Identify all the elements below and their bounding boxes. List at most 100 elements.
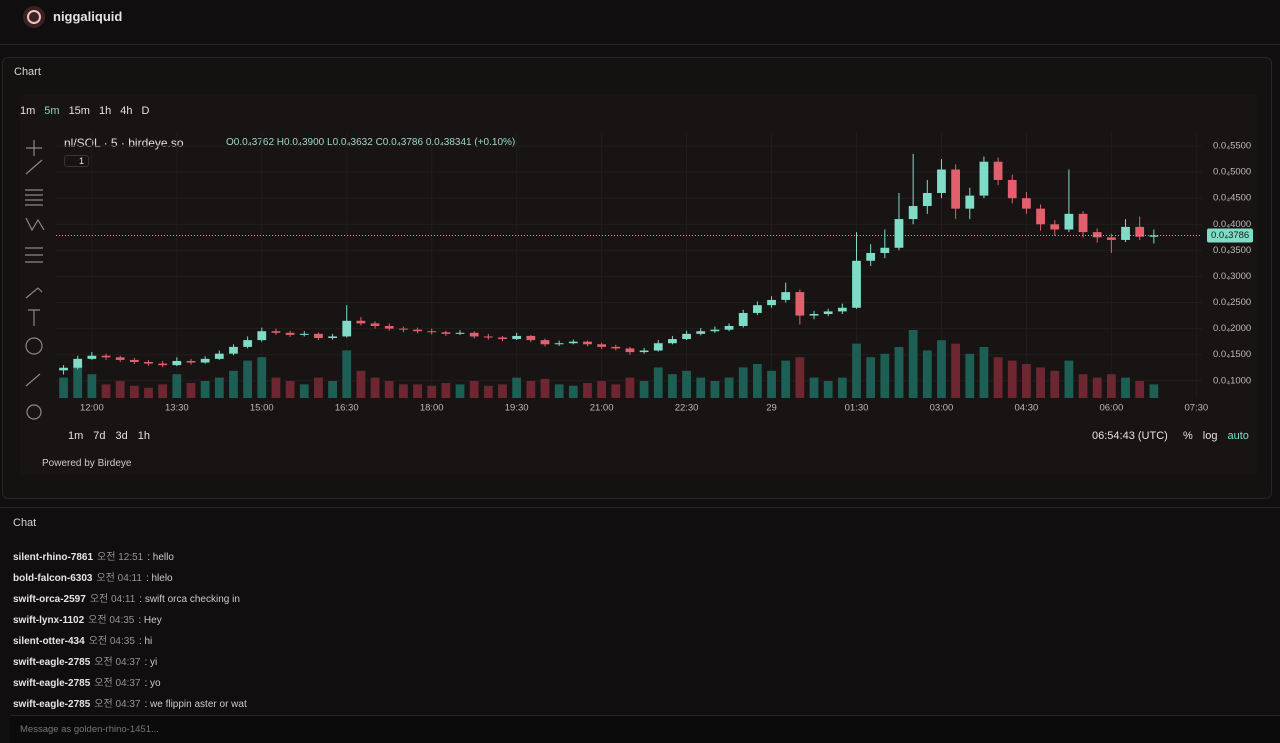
message-text: : hi [138,636,153,647]
scale-options: % log auto [1183,430,1249,442]
y-tick-label: 0.0₄5500 [1213,141,1251,152]
volume-bar [59,377,68,398]
candle-body [1050,224,1060,230]
x-tick-label: 16:30 [335,403,359,414]
volume-bar [1078,374,1088,398]
interval-button[interactable]: 1h [98,105,112,117]
candle-body [837,307,847,312]
message-text: : yi [144,657,158,668]
x-tick-label: 06:00 [1099,403,1123,414]
volume-bar [809,377,819,398]
chat-message: swift-orca-2597 오전 04:11: swift orca chec… [13,590,247,611]
volume-bar [752,364,762,398]
scale-option[interactable]: log [1202,430,1218,442]
candle-body [441,332,451,334]
candle-body [668,339,677,344]
volume-bar [314,377,323,398]
x-tick-label: 04:30 [1015,403,1039,414]
candle-body [795,292,805,316]
volume-bar [243,360,253,398]
candle-body [710,329,720,332]
candle-body [880,247,890,253]
volume-bar [724,377,734,398]
message-time: 오전 04:35 [88,615,135,626]
candle-body [526,335,536,341]
range-button[interactable]: 1m [68,430,84,442]
interval-button[interactable]: 4h [120,105,133,117]
volume-bar [781,360,791,398]
message-text: : swift orca checking in [139,594,240,605]
x-tick-label: 19:30 [505,403,529,414]
volume-bar [682,370,691,398]
volume-bar [158,384,168,398]
interval-button[interactable]: 1m [20,105,36,117]
y-tick-label: 0.0₄2000 [1213,323,1251,334]
volume-bar [922,350,932,398]
clock: 06:54:43 (UTC) [1092,430,1168,442]
volume-bar [653,367,663,398]
candle-body [1092,232,1102,238]
app-title: niggaliquid [53,9,123,24]
scale-option[interactable]: auto [1227,430,1249,442]
volume-bar [625,377,635,398]
indicator-count[interactable]: 1 [64,155,90,167]
candle-body [639,350,649,353]
candle-body [87,355,97,359]
x-tick-label: 01:30 [845,403,869,414]
input-placeholder: Message as golden-rhino-1451... [20,724,159,735]
y-tick-label: 0.0₄4500 [1213,193,1251,204]
range-button[interactable]: 3d [115,430,128,442]
volume-bar [767,370,776,398]
volume-bar [1064,360,1074,398]
candle-body [129,359,139,363]
message-time: 오전 04:37 [94,699,141,710]
interval-button[interactable]: 5m [44,105,60,117]
candle-body [342,320,352,337]
chat-message: bold-falcon-6303 오전 04:11: hlelo [13,569,247,590]
message-text: : Hey [138,615,162,626]
volume-bar [398,384,408,398]
candle-body [611,346,621,349]
candle-body [1064,213,1074,230]
candle-body [384,326,394,329]
message-input[interactable]: Message as golden-rhino-1451... [10,715,1280,743]
candle-body [583,341,592,345]
candle-body [781,292,791,300]
volume-bar [441,383,451,398]
y-tick-label: 0.0₄5000 [1213,167,1251,178]
interval-button[interactable]: 15m [68,105,90,117]
candle-body [922,192,932,207]
chat-message: swift-eagle-2785 오전 04:37: we flippin ast… [13,695,247,716]
candle-body [682,333,691,340]
candle-body [483,336,493,338]
range-button[interactable]: 7d [93,430,106,442]
volume-bar [271,377,281,398]
volume-bar [356,370,366,398]
x-tick-label: 21:00 [590,403,614,414]
y-tick-label: 0.0₄2500 [1213,297,1251,308]
candle-body [908,206,918,220]
range-bar: 1m 7d 3d 1h [68,430,150,442]
candle-body [186,360,196,363]
candle-body [568,341,578,344]
x-tick-label: 29 [766,403,777,414]
candle-body [951,169,961,209]
volume-bar [1022,364,1031,398]
candle-body [115,357,125,360]
candle-body [398,328,408,330]
volume-bar [384,381,394,398]
volume-bar [852,343,861,398]
candle-body [370,323,380,327]
chat-panel: Chat silent-rhino-7861 오전 12:51: hello bol… [0,507,1280,743]
candle-body [413,329,422,332]
candle-body [299,333,309,335]
range-button[interactable]: 1h [137,430,151,442]
scale-option[interactable]: % [1183,430,1193,442]
volume-bar [427,385,437,398]
volume-bar [639,381,649,398]
interval-button[interactable]: D [141,105,150,117]
message-time: 오전 04:35 [88,636,135,647]
message-time: 오전 04:37 [94,678,141,689]
user-name: silent-otter-434 [13,636,85,647]
